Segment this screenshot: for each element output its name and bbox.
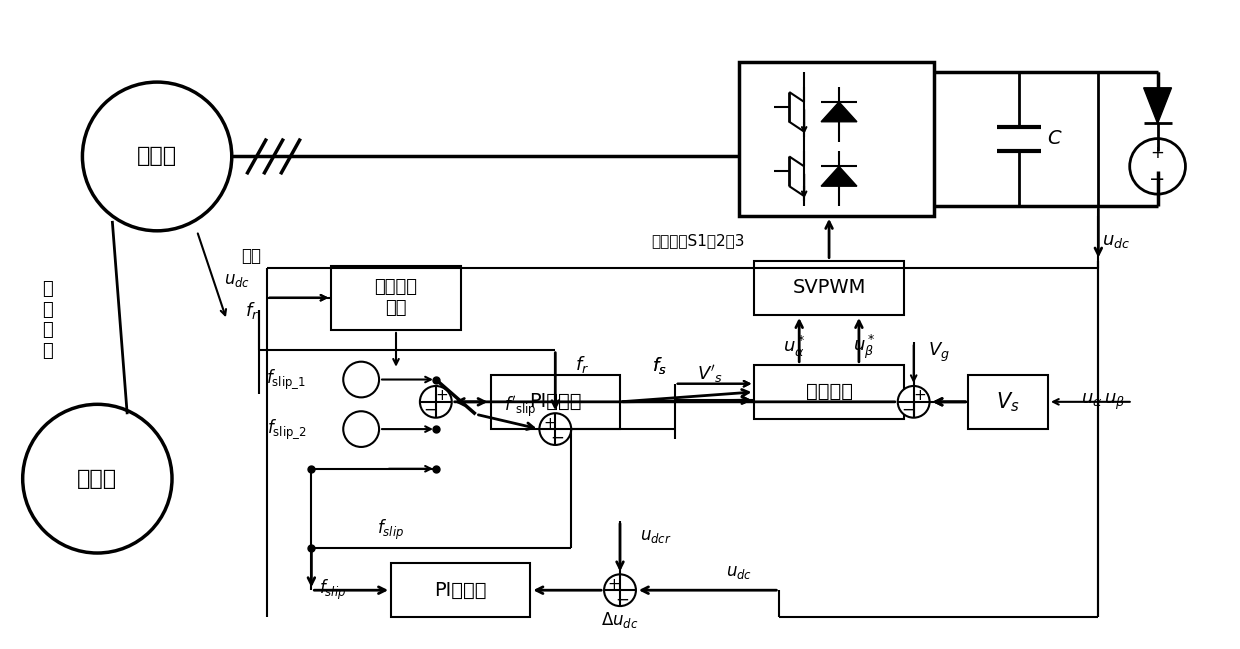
- Text: 测速: 测速: [242, 247, 262, 265]
- Text: 皮
带
传
动: 皮 带 传 动: [42, 280, 53, 360]
- Circle shape: [420, 386, 451, 418]
- Text: 开关信号S1、2、3: 开关信号S1、2、3: [651, 233, 744, 248]
- Text: +: +: [1151, 145, 1164, 162]
- Text: $f_{slip}$: $f_{slip}$: [377, 518, 404, 543]
- Text: PI控制器: PI控制器: [529, 393, 582, 411]
- Text: −: −: [1149, 170, 1166, 189]
- Text: +: +: [608, 577, 620, 592]
- Text: $f_{\rm slip\_2}$: $f_{\rm slip\_2}$: [267, 417, 306, 441]
- Text: $f_s$: $f_s$: [652, 356, 667, 376]
- Text: SVPWM: SVPWM: [792, 278, 866, 297]
- Text: PI控制器: PI控制器: [434, 581, 487, 600]
- Text: 控制切换
规则: 控制切换 规则: [374, 278, 418, 317]
- Text: +: +: [914, 388, 926, 404]
- Text: $V_s$: $V_s$: [997, 390, 1021, 413]
- Circle shape: [898, 386, 930, 418]
- Text: $u_\alpha\, u_\beta$: $u_\alpha\, u_\beta$: [1081, 392, 1125, 412]
- Text: $C$: $C$: [1047, 130, 1063, 148]
- Circle shape: [1130, 139, 1185, 194]
- Text: $f_{\rm slip\_1}$: $f_{\rm slip\_1}$: [267, 368, 306, 391]
- Text: 原动机: 原动机: [77, 469, 118, 489]
- Circle shape: [343, 411, 379, 447]
- Circle shape: [22, 404, 172, 553]
- Text: −: −: [615, 590, 629, 608]
- Polygon shape: [1143, 88, 1172, 123]
- Text: $u^*_\beta$: $u^*_\beta$: [853, 333, 875, 361]
- Text: $V'_s$: $V'_s$: [697, 363, 723, 385]
- Polygon shape: [821, 166, 857, 186]
- Text: −: −: [551, 429, 564, 447]
- Bar: [331, 265, 461, 330]
- Text: $f'_{\rm slip}$: $f'_{\rm slip}$: [505, 395, 537, 420]
- Text: +: +: [435, 388, 448, 404]
- Text: $f_{slip}$: $f_{slip}$: [319, 578, 346, 602]
- Text: +: +: [543, 415, 556, 431]
- Polygon shape: [821, 102, 857, 122]
- Text: $u^*_\alpha$: $u^*_\alpha$: [782, 334, 806, 360]
- Bar: [739, 62, 934, 216]
- Text: $V_g$: $V_g$: [928, 341, 950, 364]
- Text: $f_s$: $f_s$: [652, 356, 667, 376]
- Bar: [754, 260, 904, 315]
- Circle shape: [82, 82, 232, 231]
- Bar: [754, 365, 904, 419]
- Circle shape: [604, 574, 636, 606]
- Text: $u_{dc}$: $u_{dc}$: [727, 563, 753, 582]
- Text: 参考矢量: 参考矢量: [806, 382, 853, 402]
- Text: $\Delta u_{dc}$: $\Delta u_{dc}$: [601, 610, 639, 630]
- Text: 发电机: 发电机: [138, 147, 177, 166]
- Text: $f_r$: $f_r$: [244, 300, 259, 321]
- Circle shape: [539, 413, 572, 445]
- Text: $u_{dc}$: $u_{dc}$: [1102, 232, 1131, 250]
- Text: −: −: [423, 401, 436, 419]
- Text: −: −: [900, 401, 915, 419]
- Text: $u_{dcr}$: $u_{dcr}$: [640, 527, 672, 545]
- Bar: [491, 374, 620, 429]
- Bar: [968, 374, 1048, 429]
- Text: $u_{dc}$: $u_{dc}$: [223, 271, 249, 289]
- Text: $f_r$: $f_r$: [575, 354, 589, 375]
- Bar: [391, 563, 531, 617]
- Circle shape: [343, 361, 379, 397]
